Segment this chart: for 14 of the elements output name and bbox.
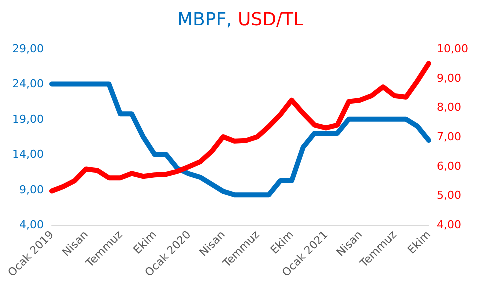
y2-tick-label: 4,00 xyxy=(437,218,462,232)
y2-tick-label: 8,00 xyxy=(437,101,462,114)
y-tick-label: 24,00 xyxy=(12,78,44,91)
y-tick-label: 19,00 xyxy=(12,112,44,126)
y2-tick-label: 7,00 xyxy=(437,130,462,144)
y-tick-label: 4,00 xyxy=(20,218,44,232)
y2-tick-label: 5,00 xyxy=(437,189,462,202)
y-tick-label: 9,00 xyxy=(20,183,44,196)
y2-tick-label: 10,00 xyxy=(437,42,468,56)
y-tick-label: 14,00 xyxy=(12,148,44,162)
y-tick-label: 29,00 xyxy=(12,42,44,56)
chart-title: MBPF, USD/TL xyxy=(177,10,304,30)
y2-tick-label: 9,00 xyxy=(437,72,462,85)
y2-tick-label: 6,00 xyxy=(437,160,462,173)
